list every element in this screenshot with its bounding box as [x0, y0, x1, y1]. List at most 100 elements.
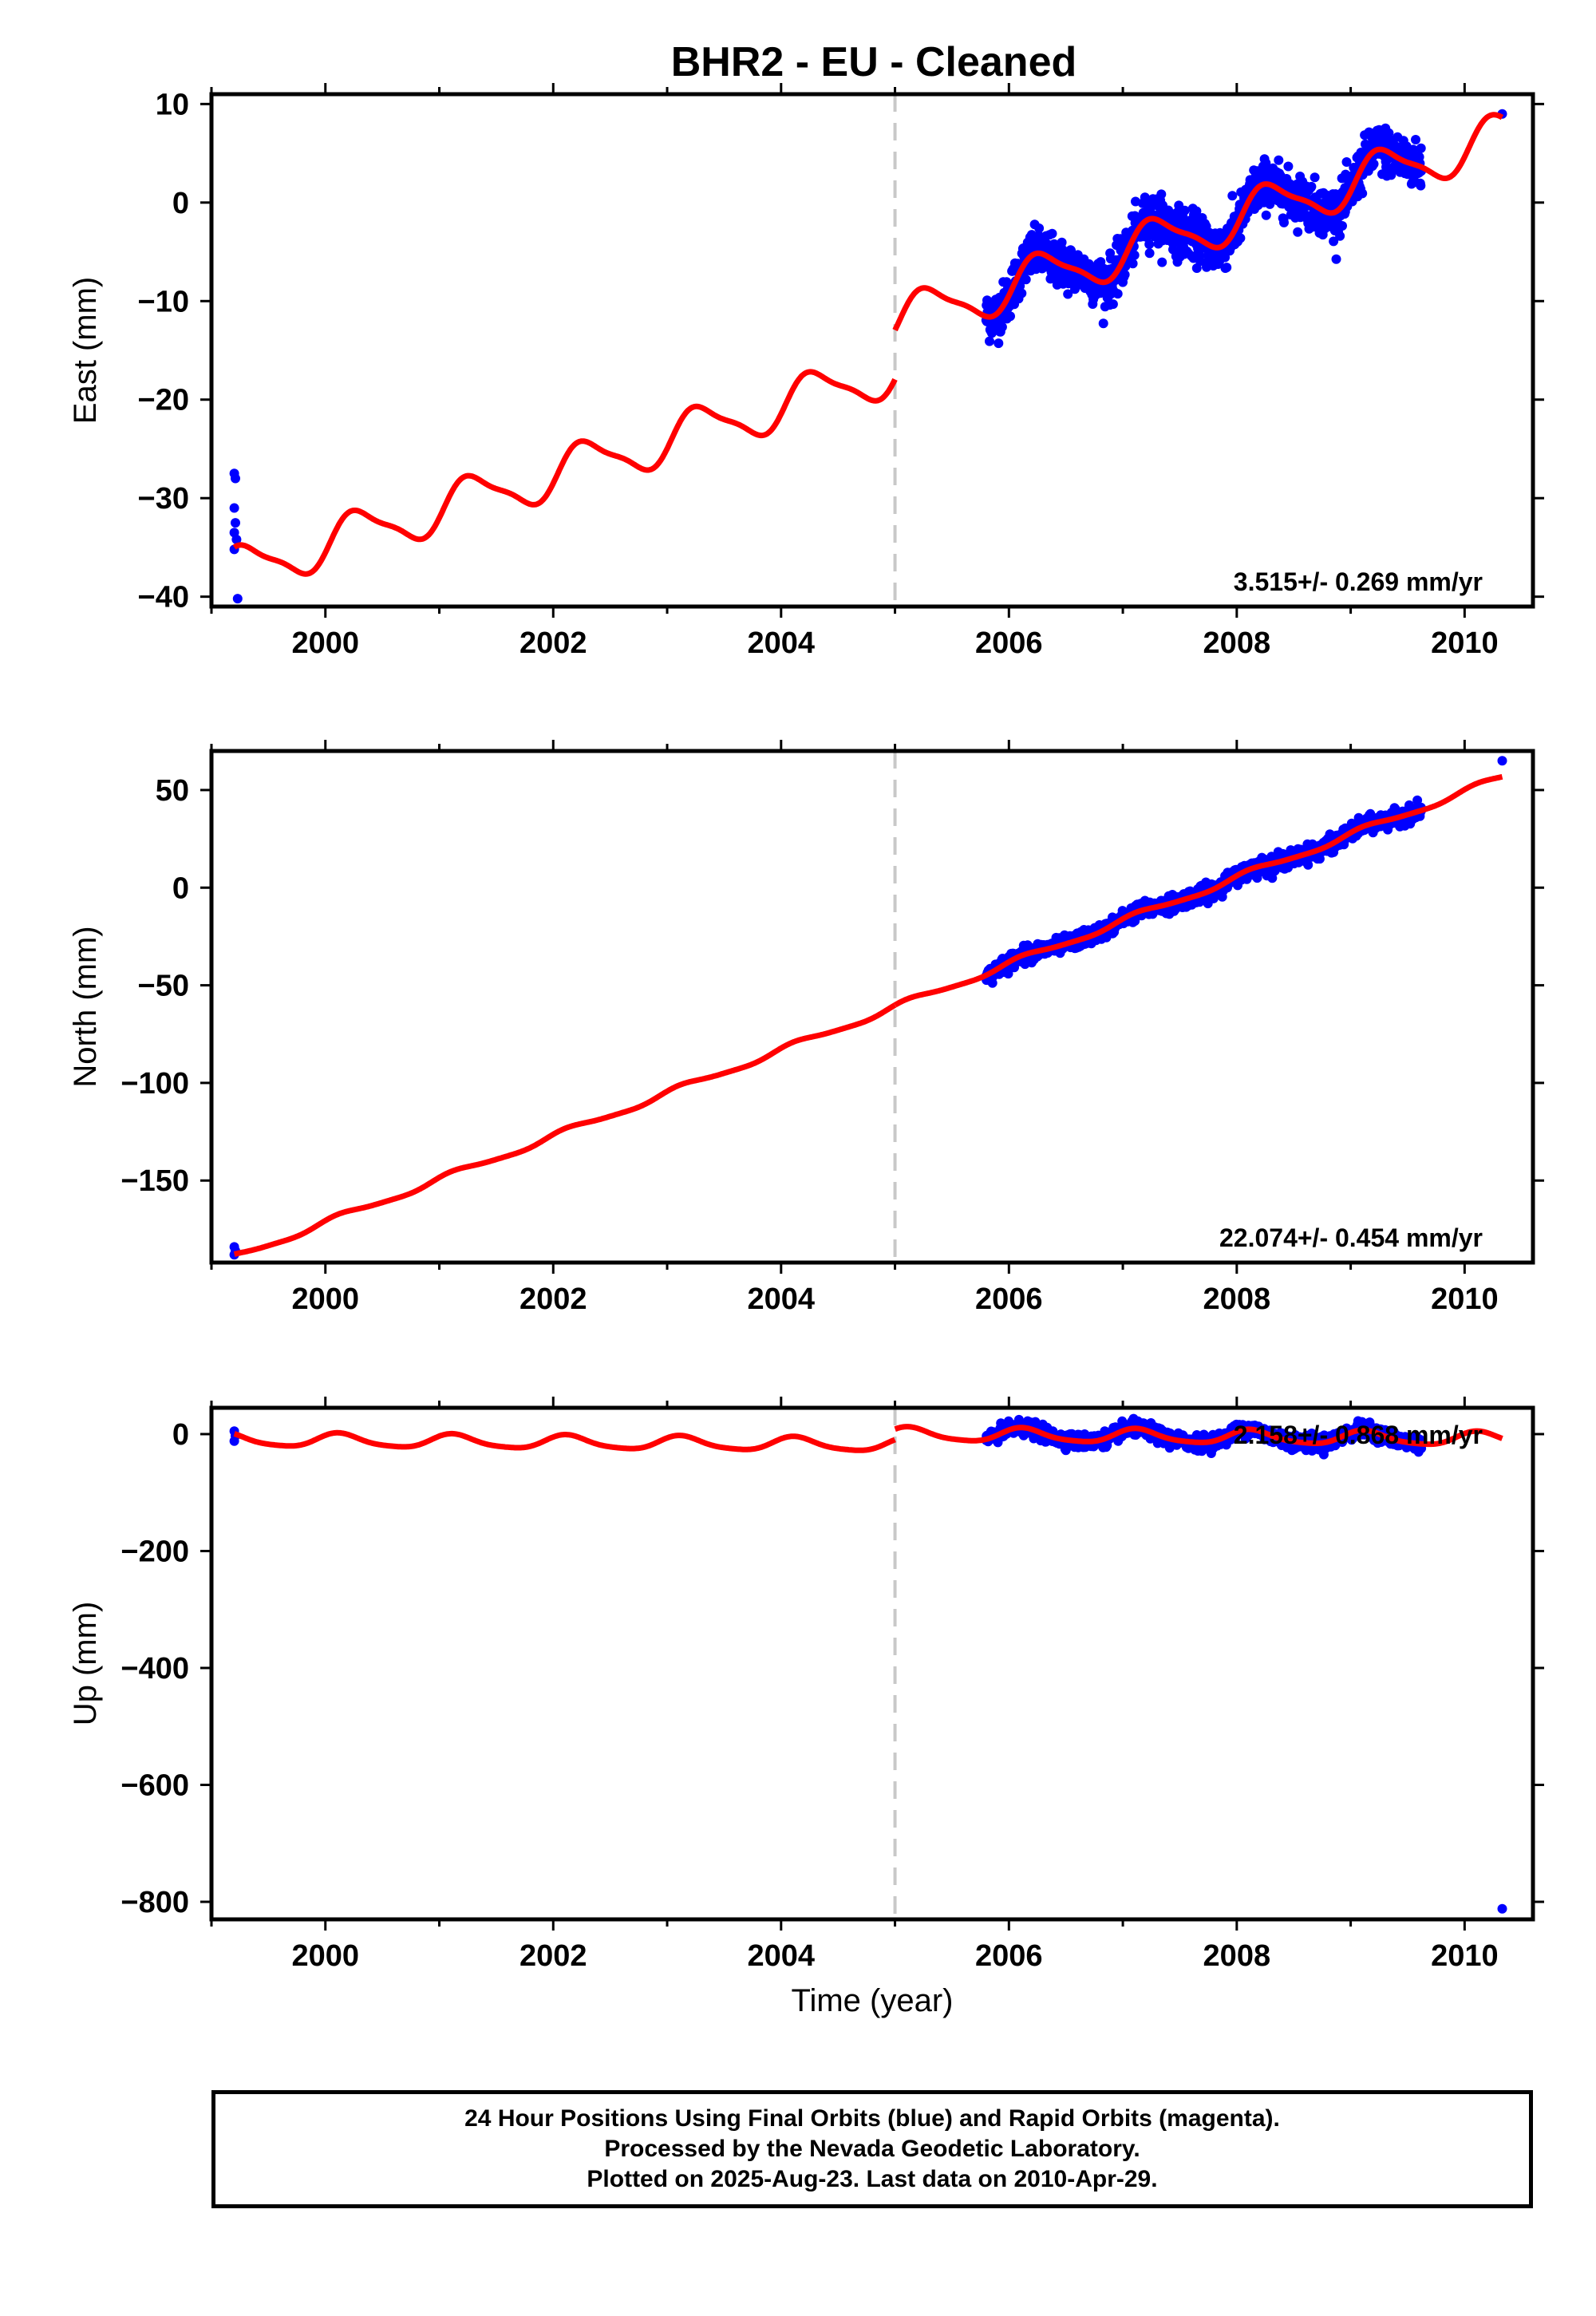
plot-area — [229, 751, 1507, 1263]
model-line — [893, 1424, 1504, 1448]
y-tick-label: −800 — [120, 1886, 189, 1919]
data-point — [1357, 188, 1368, 199]
x-tick-label: 2006 — [975, 1282, 1043, 1316]
data-point — [1337, 221, 1347, 231]
data-point — [231, 518, 240, 528]
y-axis-label: North (mm) — [68, 926, 103, 1087]
data-point — [1265, 199, 1275, 209]
rate-label: 22.074+/- 0.454 mm/yr — [1219, 1223, 1483, 1252]
data-point — [1120, 270, 1130, 280]
data-point — [1331, 254, 1341, 264]
data-point — [1411, 135, 1420, 144]
model-line — [892, 112, 1504, 332]
data-point — [1108, 299, 1118, 310]
plot-area — [229, 1408, 1507, 1919]
y-tick-label: −150 — [120, 1164, 189, 1198]
data-point — [1222, 263, 1232, 273]
data-point — [229, 1436, 239, 1446]
y-tick-label: −100 — [120, 1067, 189, 1101]
footer-line-1: 24 Hour Positions Using Final Orbits (bl… — [464, 2105, 1280, 2132]
data-point — [1416, 180, 1426, 191]
y-axis-label: East (mm) — [68, 277, 103, 424]
data-point — [1129, 250, 1140, 260]
panel-up: 2000 2002 2004 2006 2008 2010 −800 −600 −400 −200… — [68, 1397, 1544, 2018]
y-tick-label: 0 — [172, 871, 189, 905]
data-point — [1179, 205, 1190, 215]
data-point — [1047, 228, 1057, 239]
data-point — [1267, 873, 1278, 883]
data-point — [1497, 1903, 1507, 1914]
data-point — [985, 336, 994, 346]
x-tick-label: 2006 — [975, 626, 1043, 660]
data-point — [232, 594, 243, 604]
data-point — [1306, 181, 1317, 192]
data-point — [1227, 191, 1238, 201]
panels: 2000 2002 2004 2006 2008 2010−40−30−20−10010E… — [68, 83, 1544, 2018]
model-line — [232, 1429, 897, 1453]
data-point — [1314, 854, 1325, 864]
data-point — [1021, 275, 1031, 285]
data-point — [1144, 239, 1155, 250]
data-point — [1261, 210, 1271, 220]
x-tick-label: 2002 — [519, 626, 587, 660]
rate-label: 2.158+/- 0.868 mm/yr — [1234, 1421, 1483, 1449]
data-point — [1335, 231, 1345, 241]
y-tick-label: −200 — [120, 1535, 189, 1568]
model-line — [232, 1002, 897, 1257]
x-axis-label: Time (year) — [792, 1983, 954, 2018]
footer-box: 24 Hour Positions Using Final Orbits (bl… — [211, 2090, 1533, 2208]
data-point — [1412, 795, 1423, 805]
data-point — [1369, 159, 1379, 169]
y-tick-label: −20 — [138, 384, 189, 417]
panel-north: 2000 2002 2004 2006 2008 2010 −150 −100 −50 0 50 No… — [68, 740, 1544, 1316]
data-point — [229, 503, 239, 513]
data-point — [1310, 172, 1320, 183]
data-point — [1329, 236, 1339, 247]
data-point — [1098, 318, 1108, 329]
x-tick-label: 2006 — [975, 1939, 1043, 1973]
y-tick-label: 50 — [156, 774, 189, 808]
model-line — [232, 369, 898, 577]
x-tick-label: 2008 — [1203, 1282, 1271, 1316]
y-tick-label: 10 — [156, 88, 189, 121]
data-point — [1005, 311, 1015, 322]
x-tick-label: 2008 — [1203, 626, 1271, 660]
data-point — [231, 473, 240, 484]
data-point — [1283, 161, 1294, 172]
data-point — [1157, 257, 1167, 267]
plot-frame — [209, 1405, 1535, 1922]
y-tick-label: −400 — [120, 1652, 189, 1686]
x-tick-label: 2002 — [519, 1939, 587, 1973]
y-tick-label: −10 — [138, 285, 189, 318]
x-tick-label: 2008 — [1203, 1939, 1271, 1973]
y-tick-label: −600 — [120, 1769, 189, 1803]
x-tick-label: 2000 — [291, 626, 359, 660]
data-point — [1034, 223, 1045, 233]
data-point — [1274, 155, 1284, 165]
y-tick-label: 0 — [172, 1418, 189, 1452]
data-point — [1156, 189, 1167, 200]
data-point — [1416, 143, 1426, 153]
chart-title: BHR2 - EU - Cleaned — [671, 39, 1077, 85]
data-point — [1386, 170, 1396, 180]
data-point — [1057, 237, 1067, 247]
x-tick-label: 2004 — [748, 626, 816, 660]
x-tick-label: 2010 — [1431, 1939, 1499, 1973]
model-line — [893, 773, 1504, 1008]
footer-line-2: Processed by the Nevada Geodetic Laborat… — [604, 2136, 1140, 2162]
data-point — [1003, 969, 1013, 979]
data-point — [1144, 248, 1155, 259]
x-tick-label: 2000 — [291, 1282, 359, 1316]
x-tick-label: 2010 — [1431, 626, 1499, 660]
x-tick-label: 2000 — [291, 1939, 359, 1973]
data-point — [1195, 256, 1205, 267]
x-tick-label: 2010 — [1431, 1282, 1499, 1316]
data-point — [997, 322, 1007, 332]
data-point — [1017, 288, 1027, 298]
y-tick-label: −50 — [138, 970, 189, 1003]
plot-frame — [209, 92, 1535, 609]
data-point — [231, 535, 242, 544]
x-tick-label: 2002 — [519, 1282, 587, 1316]
data-point — [1261, 158, 1271, 168]
